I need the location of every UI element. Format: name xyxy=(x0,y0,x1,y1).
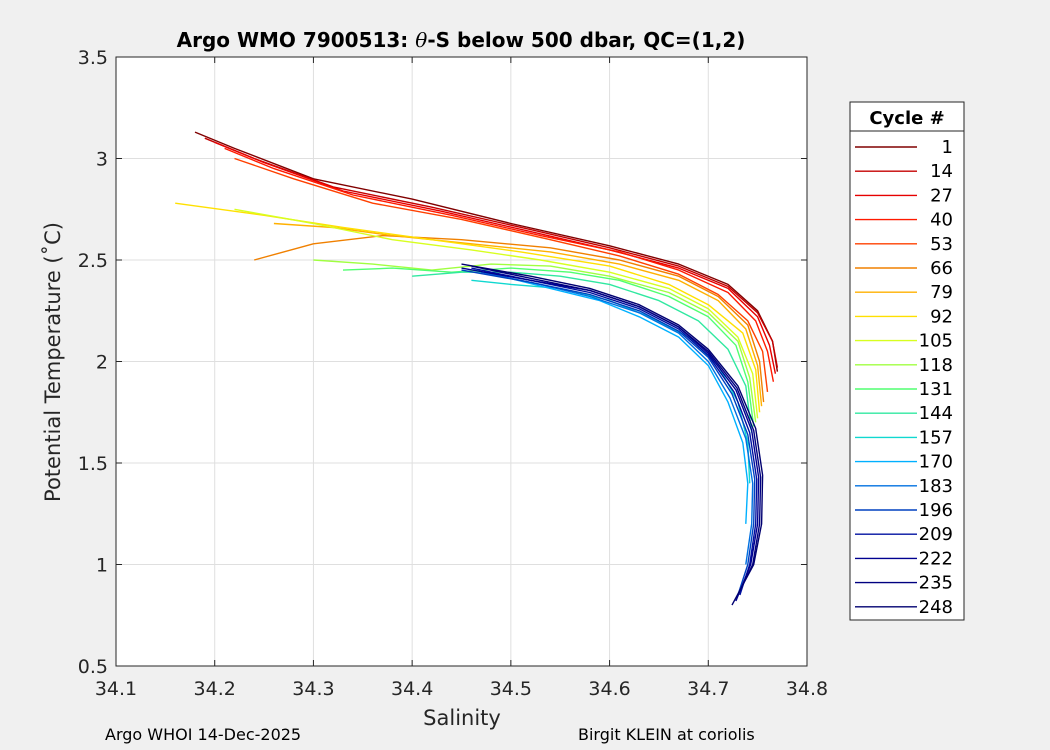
legend-label-1: 1 xyxy=(942,137,953,158)
series-line-cycle-79 xyxy=(273,222,763,407)
x-tick-label: 34.3 xyxy=(292,678,334,700)
series-line-cycle-92 xyxy=(175,202,761,413)
legend-title: Cycle # xyxy=(869,108,944,129)
legend-label-209: 209 xyxy=(919,524,953,545)
x-tick-label: 34.2 xyxy=(194,678,236,700)
y-tick-label: 3 xyxy=(96,149,108,171)
title-theta: θ xyxy=(415,28,427,52)
legend-label-183: 183 xyxy=(919,476,953,497)
title-prefix: Argo WMO 7900513: xyxy=(177,28,416,52)
legend-entries: 1 14 27 40 53 66 79 92 105 118 131 144 157 170 183 196 2… xyxy=(855,137,953,618)
x-tick-label: 34.6 xyxy=(588,678,630,700)
series-line-cycle-131 xyxy=(342,267,755,427)
legend-label-235: 235 xyxy=(919,573,953,594)
x-tick-label: 34.1 xyxy=(95,678,137,700)
footer-right-note: Birgit KLEIN at coriolis xyxy=(578,725,755,744)
legend-label-144: 144 xyxy=(919,403,953,424)
y-tick-label: 1.5 xyxy=(78,453,108,475)
legend-label-40: 40 xyxy=(930,210,953,231)
series-line-cycle-66 xyxy=(254,234,765,403)
x-tick-label: 34.4 xyxy=(391,678,433,700)
legend-label-157: 157 xyxy=(919,427,953,448)
legend-label-27: 27 xyxy=(930,185,953,206)
x-tick-label: 34.8 xyxy=(786,678,828,700)
y-tick-label: 2.5 xyxy=(78,250,108,272)
y-tick-label: 3.5 xyxy=(78,47,108,69)
legend-label-14: 14 xyxy=(930,161,953,182)
legend-label-105: 105 xyxy=(919,331,953,352)
legend-label-170: 170 xyxy=(919,452,953,473)
legend-label-196: 196 xyxy=(919,500,953,521)
series-line-cycle-40 xyxy=(224,147,775,382)
title-suffix: -S below 500 dbar, QC=(1,2) xyxy=(427,28,745,52)
series-line-cycle-53 xyxy=(234,157,769,392)
legend: Cycle # 1 14 27 40 53 66 79 92 105 118 131 144 157 17… xyxy=(849,101,965,621)
series-line-cycle-170 xyxy=(500,275,749,524)
legend-label-92: 92 xyxy=(930,306,953,327)
series-line-cycle-235 xyxy=(471,265,762,596)
y-tick-label: 0.5 xyxy=(78,656,108,678)
x-tick-label: 34.7 xyxy=(687,678,729,700)
legend-label-118: 118 xyxy=(919,355,953,376)
legend-label-53: 53 xyxy=(930,234,953,255)
legend-label-248: 248 xyxy=(919,597,953,618)
x-tick-label: 34.5 xyxy=(490,678,532,700)
y-axis-label: Potential Temperature (˚C) xyxy=(41,222,65,502)
legend-label-131: 131 xyxy=(919,379,953,400)
series-line-cycle-209 xyxy=(471,267,758,596)
series-group xyxy=(175,131,779,606)
chart-title: Argo WMO 7900513: θ-S below 500 dbar, QC… xyxy=(177,28,746,52)
series-line-cycle-105 xyxy=(234,208,759,419)
axis-ticks: 34.1 34.2 34.3 34.4 34.5 34.6 34.7 34.8 0.5 1 1.5 2… xyxy=(78,47,828,700)
footer-left-note: Argo WHOI 14-Dec-2025 xyxy=(105,725,302,744)
y-tick-label: 1 xyxy=(96,555,108,577)
series-line-cycle-196 xyxy=(461,269,756,596)
series-line-cycle-118 xyxy=(313,259,757,423)
x-axis-label: Salinity xyxy=(423,706,501,730)
legend-label-79: 79 xyxy=(930,282,953,303)
series-line-cycle-248 xyxy=(461,263,764,606)
series-line-cycle-183 xyxy=(481,271,754,565)
legend-label-66: 66 xyxy=(930,258,953,279)
y-tick-label: 2 xyxy=(96,352,108,374)
legend-label-222: 222 xyxy=(919,548,953,569)
